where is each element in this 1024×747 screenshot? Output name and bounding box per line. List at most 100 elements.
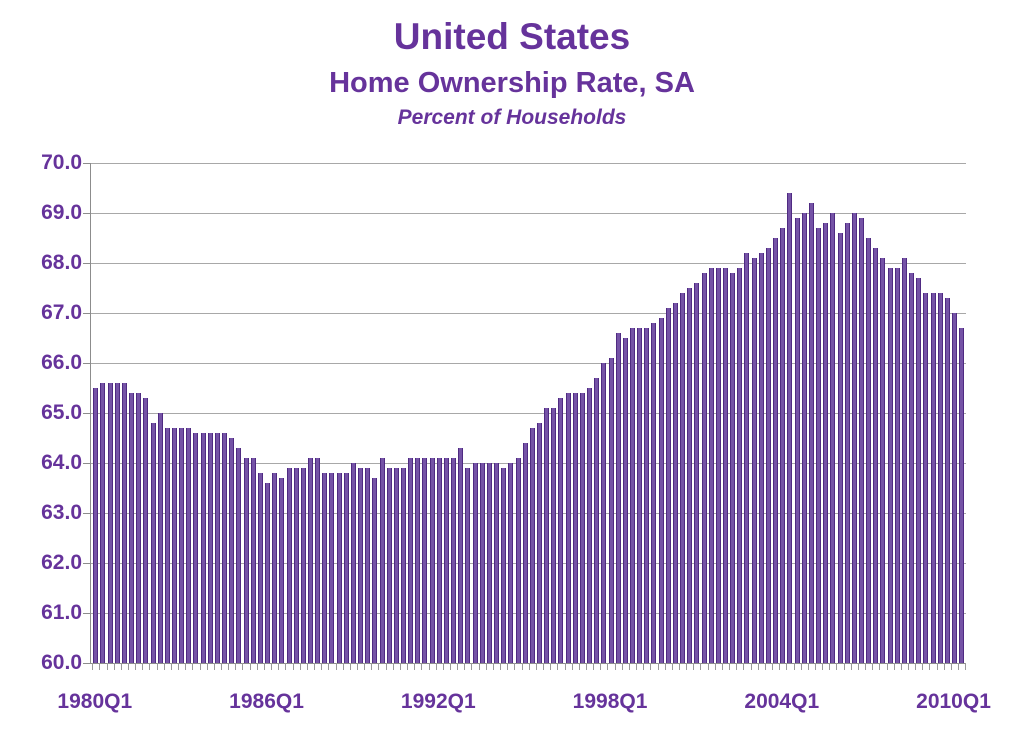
bar	[608, 358, 614, 663]
bar	[350, 463, 356, 663]
x-axis-tick	[772, 663, 774, 670]
bar	[630, 328, 635, 663]
bar	[715, 268, 721, 663]
x-axis-tick	[900, 663, 902, 670]
chart-title: United States	[393, 16, 631, 57]
bar	[315, 458, 321, 663]
x-axis-tick	[686, 663, 688, 670]
y-gridline	[91, 362, 966, 364]
x-axis-tick	[929, 663, 931, 670]
x-axis-tick	[671, 663, 673, 670]
x-axis-tick	[679, 663, 680, 670]
y-axis-tick	[83, 212, 91, 214]
bar	[422, 458, 428, 663]
x-axis-tick	[843, 663, 845, 670]
bar-chart-plot-area	[83, 162, 967, 670]
bar	[372, 478, 378, 663]
bar	[844, 223, 850, 663]
bar	[415, 458, 421, 663]
x-axis-tick	[285, 663, 287, 670]
y-axis-tick	[83, 162, 91, 164]
bar	[901, 258, 907, 663]
y-gridline	[91, 312, 966, 314]
x-axis-tick	[614, 663, 616, 670]
x-axis-label: 1980Q1	[57, 690, 133, 713]
x-axis-tick	[865, 663, 867, 670]
bar	[157, 413, 163, 663]
x-axis-tick	[321, 663, 323, 670]
x-axis-tick	[893, 663, 895, 670]
x-axis-tick	[399, 663, 401, 670]
bar	[730, 273, 736, 663]
bar	[851, 213, 857, 663]
bar	[358, 468, 364, 663]
bar	[765, 248, 771, 663]
x-axis-tick	[500, 663, 502, 670]
y-axis-label: 68.0	[41, 251, 82, 274]
x-axis-tick	[306, 663, 308, 670]
y-gridline	[91, 562, 966, 564]
chart-header: United States Home Ownership Rate, SA Pe…	[0, 0, 1024, 130]
y-axis-tick	[83, 512, 91, 514]
bar	[579, 393, 585, 663]
bar	[794, 218, 800, 663]
y-gridline	[91, 462, 966, 464]
x-axis-tick	[256, 663, 258, 670]
bar	[472, 463, 478, 663]
bar	[830, 213, 836, 663]
bar	[823, 223, 829, 663]
bar	[429, 458, 435, 663]
x-axis-tick	[442, 663, 444, 670]
x-axis-label: 1986Q1	[229, 690, 304, 713]
bar	[937, 293, 943, 663]
x-axis-tick	[578, 663, 580, 670]
x-axis-tick	[743, 663, 745, 670]
bar	[479, 463, 485, 663]
y-axis-label: 67.0	[41, 301, 82, 324]
bar	[293, 468, 299, 663]
x-axis-tick	[585, 663, 587, 670]
bar	[923, 293, 929, 663]
bar	[866, 238, 872, 663]
x-axis-tick	[271, 663, 273, 670]
x-axis-tick	[120, 663, 122, 670]
bar	[572, 393, 578, 663]
x-axis-tick	[349, 663, 351, 670]
x-axis-tick	[757, 663, 759, 670]
bar	[458, 448, 464, 663]
y-axis-label: 61.0	[41, 601, 82, 624]
x-axis-tick	[128, 663, 129, 670]
bar	[658, 318, 664, 663]
x-axis-tick	[213, 663, 215, 670]
bar	[801, 213, 807, 663]
y-axis-label: 60.0	[41, 651, 82, 674]
x-axis-tick	[736, 663, 738, 670]
x-axis-tick	[564, 663, 566, 670]
bar	[265, 483, 271, 663]
x-axis-tick	[600, 663, 602, 670]
x-axis-tick	[135, 663, 137, 670]
bar	[100, 383, 106, 663]
y-axis-tick	[83, 662, 91, 664]
y-gridline	[91, 162, 966, 164]
bar	[701, 273, 707, 663]
x-axis-tick	[178, 663, 180, 670]
x-axis-tick	[636, 663, 638, 670]
bar	[529, 428, 535, 663]
x-axis-tick	[664, 663, 666, 670]
x-axis-tick	[750, 663, 752, 670]
bar	[622, 338, 628, 663]
bar	[136, 393, 142, 663]
bar	[451, 458, 457, 663]
bar	[758, 253, 764, 663]
x-axis-tick	[814, 663, 816, 670]
bar	[486, 463, 492, 663]
bar	[121, 383, 127, 663]
x-axis-tick	[793, 663, 795, 670]
x-axis-tick	[356, 663, 358, 670]
bar	[164, 428, 170, 663]
x-axis-tick	[478, 663, 480, 670]
x-axis-tick	[371, 663, 373, 670]
bar	[551, 408, 557, 663]
